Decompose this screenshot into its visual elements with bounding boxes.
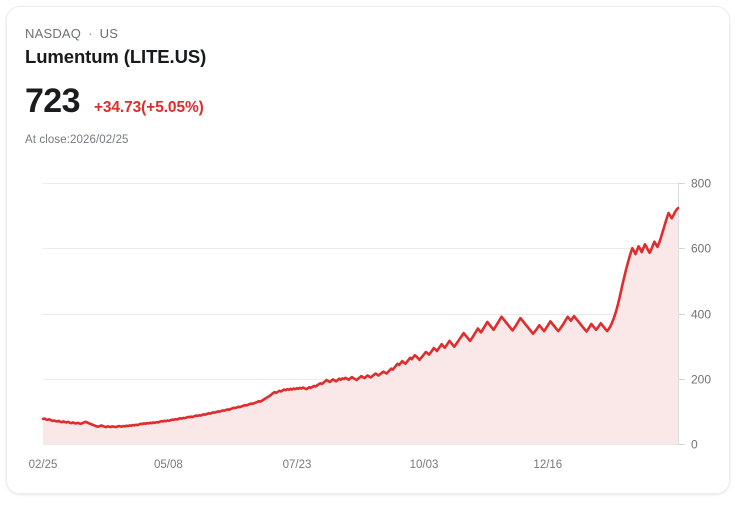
ytick-label-0: 0 bbox=[691, 438, 698, 452]
xtick-label-07-23: 07/23 bbox=[283, 459, 312, 471]
xtick-label-12-16: 12/16 bbox=[533, 459, 562, 471]
separator-dot-icon: · bbox=[88, 25, 93, 41]
page-title: Lumentum (LITE.US) bbox=[25, 46, 207, 67]
quote-header: NASDAQ · US Lumentum (LITE.US) 723 +34.7… bbox=[7, 7, 729, 147]
exchange-row: NASDAQ · US bbox=[25, 25, 729, 41]
ytick-label-200: 200 bbox=[691, 373, 711, 387]
close-timestamp: At close:2026/02/25 bbox=[25, 134, 129, 146]
xtick-label-10-03: 10/03 bbox=[410, 459, 439, 471]
exchange-label: NASDAQ bbox=[25, 25, 82, 41]
xtick-label-05-08: 05/08 bbox=[154, 459, 183, 471]
price-row: 723 +34.73(+5.05%) bbox=[25, 84, 729, 118]
series-line-path bbox=[41, 206, 680, 429]
price-value: 723 bbox=[25, 82, 81, 120]
stock-quote-card: NASDAQ · US Lumentum (LITE.US) 723 +34.7… bbox=[6, 6, 730, 494]
region-label: US bbox=[99, 25, 119, 41]
series-area-fill bbox=[43, 208, 678, 444]
ytick-label-600: 600 bbox=[691, 242, 711, 256]
ytick-label-800: 800 bbox=[691, 177, 711, 191]
price-chart-svg[interactable]: 0 200 400 600 800 02/25 05/08 07/23 10/03 12/16 bbox=[7, 167, 730, 477]
ytick-label-400: 400 bbox=[691, 308, 711, 322]
price-change: +34.73(+5.05%) bbox=[93, 99, 204, 116]
xtick-label-02-25: 02/25 bbox=[29, 459, 58, 471]
price-chart[interactable]: 0 200 400 600 800 02/25 05/08 07/23 10/03 12/16 bbox=[7, 167, 730, 477]
